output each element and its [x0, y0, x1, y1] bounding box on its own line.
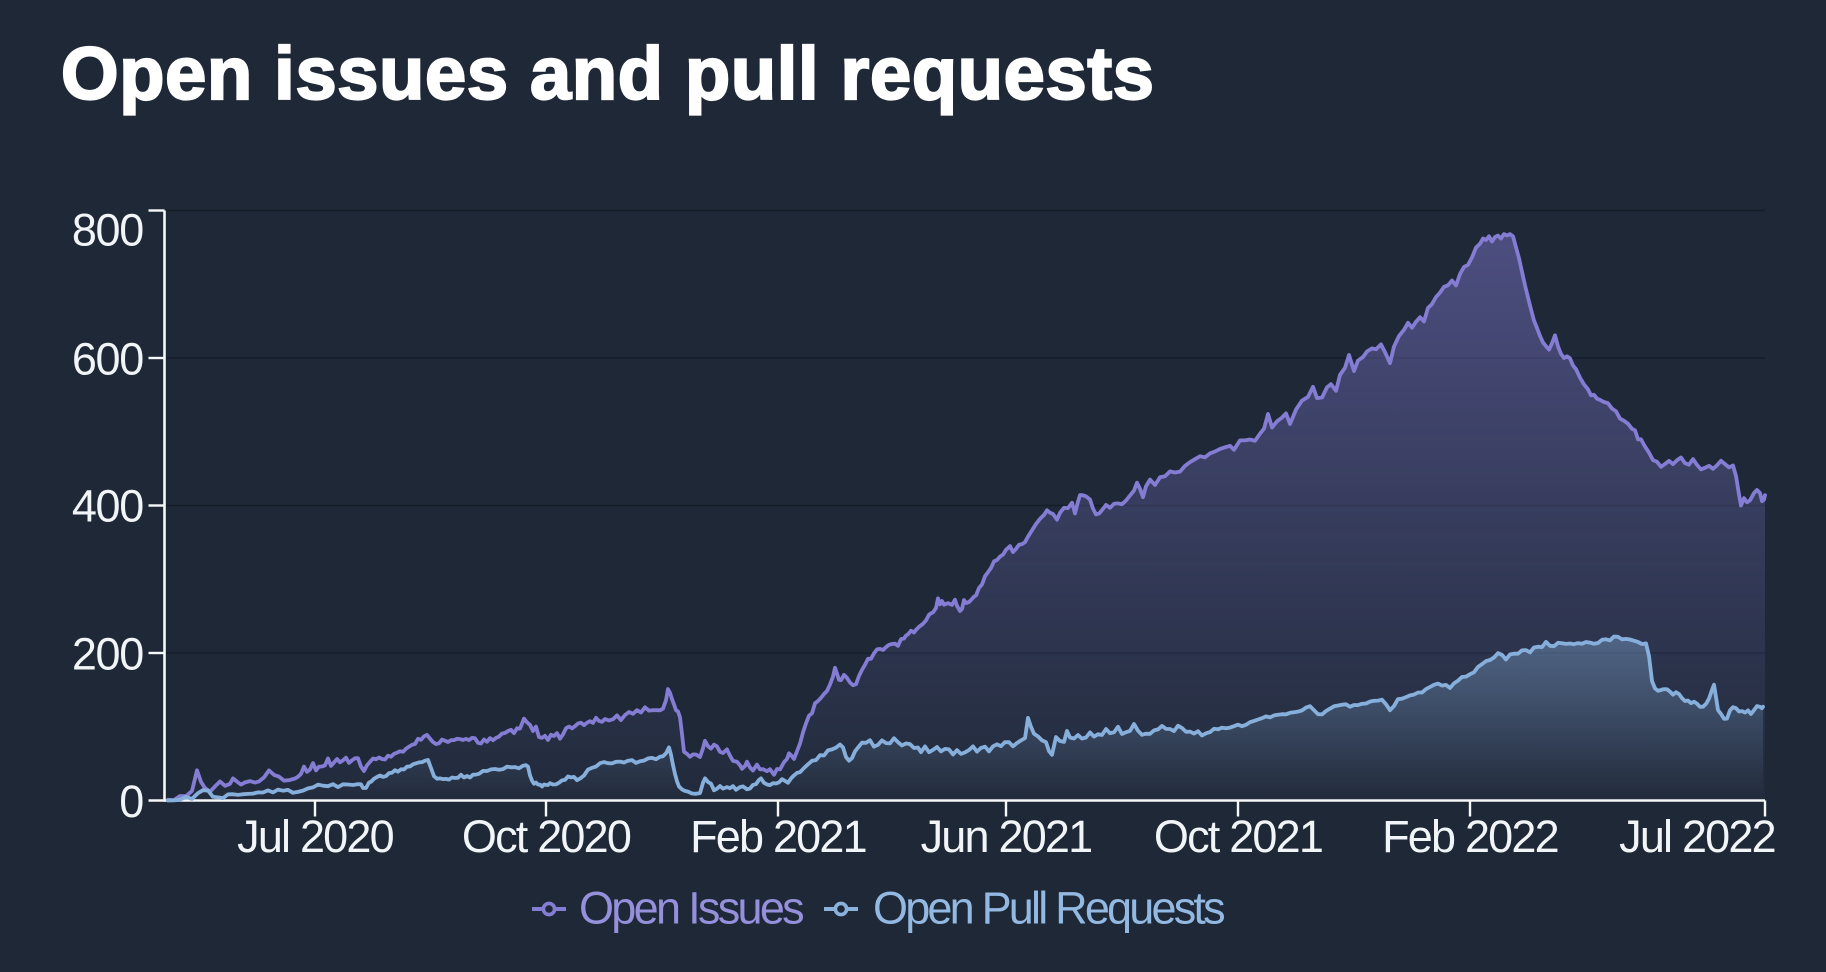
svg-text:Open Pull Requests: Open Pull Requests: [873, 883, 1224, 934]
svg-text:Jul 2022: Jul 2022: [1619, 811, 1775, 862]
svg-text:800: 800: [72, 205, 143, 256]
svg-text:200: 200: [72, 629, 143, 680]
svg-text:Oct 2020: Oct 2020: [462, 811, 631, 862]
svg-text:Feb 2021: Feb 2021: [690, 811, 866, 862]
svg-text:Jun 2021: Jun 2021: [921, 811, 1092, 862]
svg-text:Jul 2020: Jul 2020: [237, 811, 394, 862]
svg-text:0: 0: [119, 776, 143, 827]
svg-text:600: 600: [72, 334, 143, 385]
svg-text:Feb 2022: Feb 2022: [1382, 811, 1558, 862]
svg-text:Oct 2021: Oct 2021: [1154, 811, 1322, 862]
svg-text:400: 400: [72, 481, 143, 532]
svg-text:Open Issues: Open Issues: [579, 883, 803, 934]
